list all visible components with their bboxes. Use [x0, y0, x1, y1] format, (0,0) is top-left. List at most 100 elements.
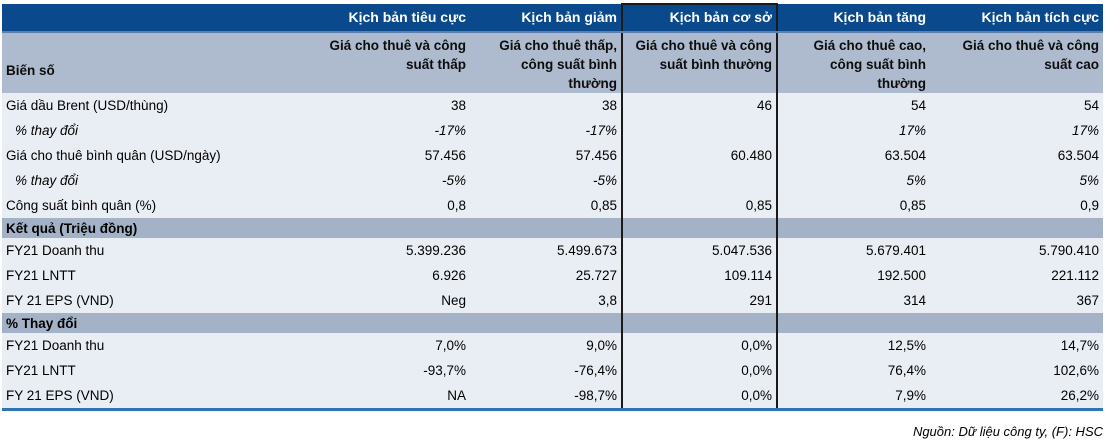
- cell-value: [621, 313, 778, 333]
- cell-value: 7,0%: [310, 333, 470, 358]
- cell-value: [930, 218, 1103, 238]
- cell-value: 314: [777, 288, 930, 313]
- scenario-table-body: Giá dầu Brent (USD/thùng) 38 38 46 54 54% tha…: [2, 93, 1103, 408]
- table-row: FY 21 EPS (VND) NA -98,7% 0,0% 7,9% 26,2%: [2, 383, 1103, 408]
- cell-value: 192.500: [777, 263, 930, 288]
- cell-value: 5%: [930, 168, 1103, 193]
- cell-value: 102,6%: [930, 358, 1103, 383]
- cell-value: 38: [470, 93, 622, 118]
- cell-value: 54: [777, 93, 930, 118]
- cell-value: -93,7%: [310, 358, 470, 383]
- cell-value: 57.456: [310, 143, 470, 168]
- cell-value: [621, 168, 778, 193]
- scenario-subtitle: Giá cho thuê thấp, công suất bình thường: [470, 32, 622, 93]
- row-header-label: Biến số: [2, 32, 310, 93]
- cell-value: 25.727: [470, 263, 622, 288]
- cell-value: 0,85: [470, 193, 622, 218]
- cell-value: 109.114: [621, 263, 778, 288]
- cell-value: 0,0%: [621, 358, 778, 383]
- cell-value: 3,8: [470, 288, 622, 313]
- row-label: FY21 Doanh thu: [2, 333, 310, 358]
- cell-value: 5.790.410: [930, 238, 1103, 263]
- cell-value: [621, 218, 778, 238]
- cell-value: [470, 313, 622, 333]
- row-label: Giá cho thuê bình quân (USD/ngày): [2, 143, 310, 168]
- row-label: % thay đổi: [2, 118, 310, 143]
- cell-value: 0,0%: [621, 383, 778, 408]
- corner-cell: [2, 4, 310, 33]
- row-label: % thay đổi: [2, 168, 310, 193]
- scenario-header: Kịch bản tích cực: [930, 4, 1103, 33]
- section-row: % Thay đổi: [2, 313, 1103, 333]
- cell-value: 0,85: [777, 193, 930, 218]
- table-bottom-rule: [2, 408, 1103, 411]
- scenario-table: Kịch bản tiêu cực Kịch bản giảm Kịch bản c…: [2, 3, 1103, 408]
- table-row: Công suất bình quân (%) 0,8 0,85 0,85 0,85 0,…: [2, 193, 1103, 218]
- table-row: Giá dầu Brent (USD/thùng) 38 38 46 54 54: [2, 93, 1103, 118]
- row-label: FY21 LNTT: [2, 358, 310, 383]
- cell-value: 9,0%: [470, 333, 622, 358]
- row-label: Giá dầu Brent (USD/thùng): [2, 93, 310, 118]
- cell-value: NA: [310, 383, 470, 408]
- cell-value: 76,4%: [777, 358, 930, 383]
- section-label: % Thay đổi: [2, 313, 310, 333]
- section-label: Kết quả (Triệu đồng): [2, 218, 310, 238]
- cell-value: 63.504: [930, 143, 1103, 168]
- cell-value: 60.480: [621, 143, 778, 168]
- cell-value: [470, 218, 622, 238]
- cell-value: 7,9%: [777, 383, 930, 408]
- cell-value: 0,85: [621, 193, 778, 218]
- scenario-header: Kịch bản cơ sở: [621, 3, 778, 33]
- table-row: % thay đổi -5% -5% 5% 5%: [2, 168, 1103, 193]
- cell-value: 12,5%: [777, 333, 930, 358]
- cell-value: 6.926: [310, 263, 470, 288]
- cell-value: [777, 313, 930, 333]
- cell-value: [310, 218, 470, 238]
- cell-value: 5.399.236: [310, 238, 470, 263]
- row-label: Công suất bình quân (%): [2, 193, 310, 218]
- table-row: FY 21 EPS (VND) Neg 3,8 291 314 367: [2, 288, 1103, 313]
- cell-value: 221.112: [930, 263, 1103, 288]
- cell-value: [777, 218, 930, 238]
- scenario-header: Kịch bản giảm: [470, 4, 622, 33]
- cell-value: Neg: [310, 288, 470, 313]
- table-row: FY21 LNTT -93,7% -76,4% 0,0% 76,4% 102,6%: [2, 358, 1103, 383]
- table-row: FY21 Doanh thu 7,0% 9,0% 0,0% 12,5% 14,7%: [2, 333, 1103, 358]
- scenario-header: Kịch bản tăng: [777, 4, 930, 33]
- cell-value: [930, 313, 1103, 333]
- cell-value: -17%: [470, 118, 622, 143]
- cell-value: 17%: [930, 118, 1103, 143]
- cell-value: 0,9: [930, 193, 1103, 218]
- row-label: FY21 Doanh thu: [2, 238, 310, 263]
- cell-value: [621, 118, 778, 143]
- cell-value: -76,4%: [470, 358, 622, 383]
- table-row: Giá cho thuê bình quân (USD/ngày) 57.456 5…: [2, 143, 1103, 168]
- cell-value: 14,7%: [930, 333, 1103, 358]
- cell-value: 46: [621, 93, 778, 118]
- cell-value: 367: [930, 288, 1103, 313]
- cell-value: 54: [930, 93, 1103, 118]
- row-label: FY 21 EPS (VND): [2, 383, 310, 408]
- cell-value: 5.679.401: [777, 238, 930, 263]
- row-label: FY21 LNTT: [2, 263, 310, 288]
- cell-value: 17%: [777, 118, 930, 143]
- table-row: % thay đổi -17% -17% 17% 17%: [2, 118, 1103, 143]
- cell-value: -5%: [310, 168, 470, 193]
- cell-value: 57.456: [470, 143, 622, 168]
- cell-value: -98,7%: [470, 383, 622, 408]
- cell-value: 5.499.673: [470, 238, 622, 263]
- scenario-header: Kịch bản tiêu cực: [310, 4, 470, 33]
- cell-value: [310, 313, 470, 333]
- cell-value: 5%: [777, 168, 930, 193]
- scenario-subtitle: Giá cho thuê và công suất cao: [930, 32, 1103, 93]
- source-note: Nguồn: Dữ liệu công ty, (F): HSC: [912, 424, 1103, 439]
- cell-value: 38: [310, 93, 470, 118]
- cell-value: 63.504: [777, 143, 930, 168]
- scenario-subtitle: Giá cho thuê và công suất thấp: [310, 32, 470, 93]
- scenario-subtitle: Giá cho thuê cao, công suất bình thường: [777, 32, 930, 93]
- cell-value: 5.047.536: [621, 238, 778, 263]
- cell-value: 291: [621, 288, 778, 313]
- cell-value: -5%: [470, 168, 622, 193]
- table-row: FY21 Doanh thu 5.399.236 5.499.673 5.047.53…: [2, 238, 1103, 263]
